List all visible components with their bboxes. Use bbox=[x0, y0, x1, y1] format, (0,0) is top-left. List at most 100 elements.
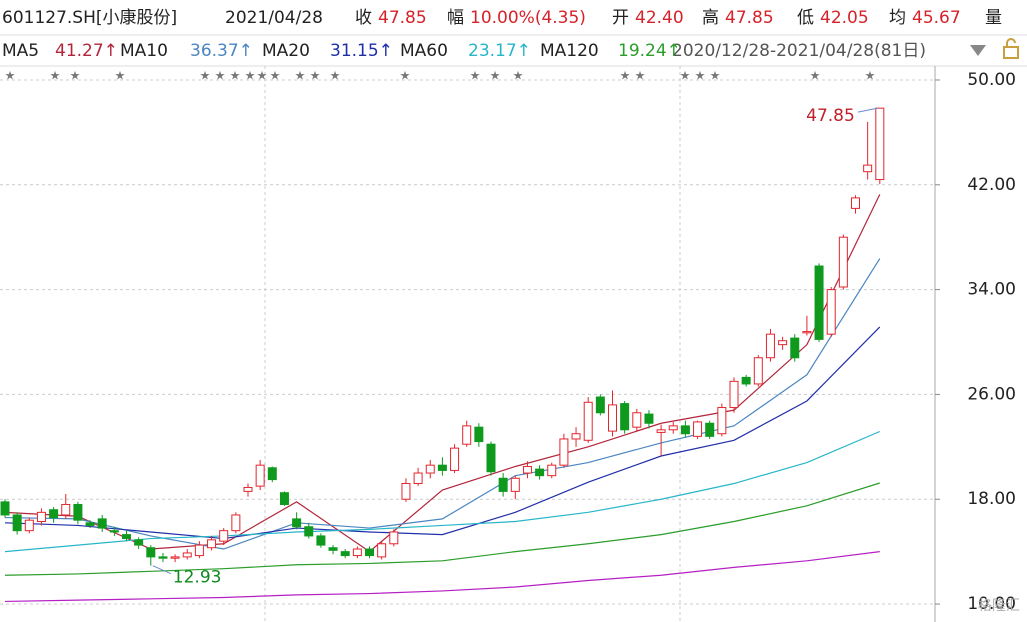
candle-body bbox=[802, 331, 812, 334]
star-icon: ★ bbox=[270, 69, 281, 83]
legend-value: 19.24↑ bbox=[618, 41, 681, 61]
candle-body bbox=[474, 426, 484, 443]
date: 2021/04/28 bbox=[225, 8, 323, 28]
candle-body bbox=[122, 534, 131, 540]
candle-body bbox=[838, 236, 848, 288]
star-icon: ★ bbox=[470, 69, 481, 83]
ma-line bbox=[4, 551, 880, 603]
candle-body bbox=[875, 107, 885, 181]
candle-body bbox=[36, 511, 46, 523]
star-icon: ★ bbox=[70, 69, 81, 83]
candle-body bbox=[450, 447, 460, 471]
candle-body bbox=[863, 164, 873, 173]
candle-body bbox=[656, 429, 666, 433]
candle-body bbox=[668, 425, 678, 431]
candle-body bbox=[741, 376, 751, 385]
legend-name: MA60 bbox=[400, 41, 448, 61]
pointer bbox=[152, 565, 172, 575]
candle-body bbox=[304, 526, 314, 537]
star-icon: ★ bbox=[810, 69, 821, 83]
candle-body bbox=[778, 340, 788, 346]
candle-body bbox=[97, 518, 107, 529]
pointer bbox=[857, 107, 878, 113]
label: 幅 bbox=[447, 8, 464, 28]
legend-name: MA10 bbox=[120, 41, 168, 61]
candle-body bbox=[12, 514, 22, 532]
candle-body bbox=[705, 422, 715, 437]
label: 收 bbox=[355, 8, 372, 28]
star-icon: ★ bbox=[50, 69, 61, 83]
candle-body bbox=[231, 514, 241, 532]
star-icon: ★ bbox=[710, 69, 721, 83]
value: 47.85 bbox=[725, 8, 774, 28]
candle-body bbox=[292, 518, 302, 528]
candle-body bbox=[814, 265, 824, 340]
dropdown-icon[interactable] bbox=[970, 45, 986, 56]
candle-body bbox=[85, 522, 95, 526]
candle-body bbox=[316, 535, 326, 546]
candle-body bbox=[535, 468, 545, 477]
stock-code: 601127.SH[小康股份] bbox=[2, 8, 177, 28]
legend-name: MA120 bbox=[540, 41, 599, 61]
date-range: 2020/12/28-2021/04/28(81日) bbox=[672, 41, 926, 61]
star-icon: ★ bbox=[330, 69, 341, 83]
candle-body bbox=[693, 421, 703, 437]
star-icon: ★ bbox=[490, 69, 501, 83]
star-icon: ★ bbox=[230, 69, 241, 83]
candle-body bbox=[486, 443, 496, 473]
candle-body bbox=[583, 401, 593, 441]
value: 42.05 bbox=[820, 8, 869, 28]
star-icon: ★ bbox=[215, 69, 226, 83]
candle-body bbox=[498, 477, 508, 492]
star-icon: ★ bbox=[257, 69, 268, 83]
candle-body bbox=[328, 547, 338, 551]
star-icon: ★ bbox=[680, 69, 691, 83]
legend-value: 41.27↑ bbox=[55, 41, 118, 61]
y-tick-label: 42.00 bbox=[967, 175, 1016, 195]
candle-body bbox=[158, 556, 168, 559]
star-icon: ★ bbox=[865, 69, 876, 83]
candle-body bbox=[352, 548, 362, 557]
value: 42.40 bbox=[635, 8, 684, 28]
label: 低 bbox=[797, 8, 814, 28]
candle-body bbox=[644, 413, 654, 424]
star-icon: ★ bbox=[695, 69, 706, 83]
candle-body bbox=[413, 472, 423, 485]
candle-body bbox=[851, 197, 860, 209]
candle-body bbox=[194, 544, 204, 557]
star-icon: ★ bbox=[200, 69, 211, 83]
star-icon: ★ bbox=[5, 69, 16, 83]
candle-body bbox=[255, 464, 265, 487]
candle-body bbox=[547, 464, 557, 477]
label: 开 bbox=[612, 8, 629, 28]
value: 45.67 bbox=[912, 8, 961, 28]
candle-body bbox=[608, 404, 617, 432]
ma-line bbox=[4, 258, 881, 550]
star-icon: ★ bbox=[295, 69, 306, 83]
legend-name: MA5 bbox=[2, 41, 39, 61]
candle-body bbox=[182, 552, 192, 558]
value: 10.00%(4.35) bbox=[470, 8, 586, 28]
legend-value: 31.15↑ bbox=[330, 41, 393, 61]
star-icon: ★ bbox=[513, 69, 524, 83]
label: 量 bbox=[985, 8, 1002, 28]
star-icon: ★ bbox=[245, 69, 256, 83]
candle-body bbox=[389, 531, 399, 545]
star-icon: ★ bbox=[620, 69, 631, 83]
candle-body bbox=[401, 483, 411, 500]
candle-body bbox=[680, 425, 690, 435]
y-tick-label: 26.00 bbox=[967, 384, 1016, 404]
lock-icon[interactable] bbox=[1003, 46, 1019, 59]
y-tick-label: 50.00 bbox=[967, 70, 1016, 90]
candle-body bbox=[462, 425, 472, 445]
star-icon: ★ bbox=[635, 69, 646, 83]
candle-body bbox=[632, 412, 642, 428]
candle-body bbox=[243, 486, 253, 492]
candle-body bbox=[219, 530, 229, 542]
candle-body bbox=[109, 530, 119, 533]
candle-body bbox=[571, 433, 581, 440]
candle-body bbox=[73, 503, 83, 521]
star-icon: ★ bbox=[115, 69, 126, 83]
